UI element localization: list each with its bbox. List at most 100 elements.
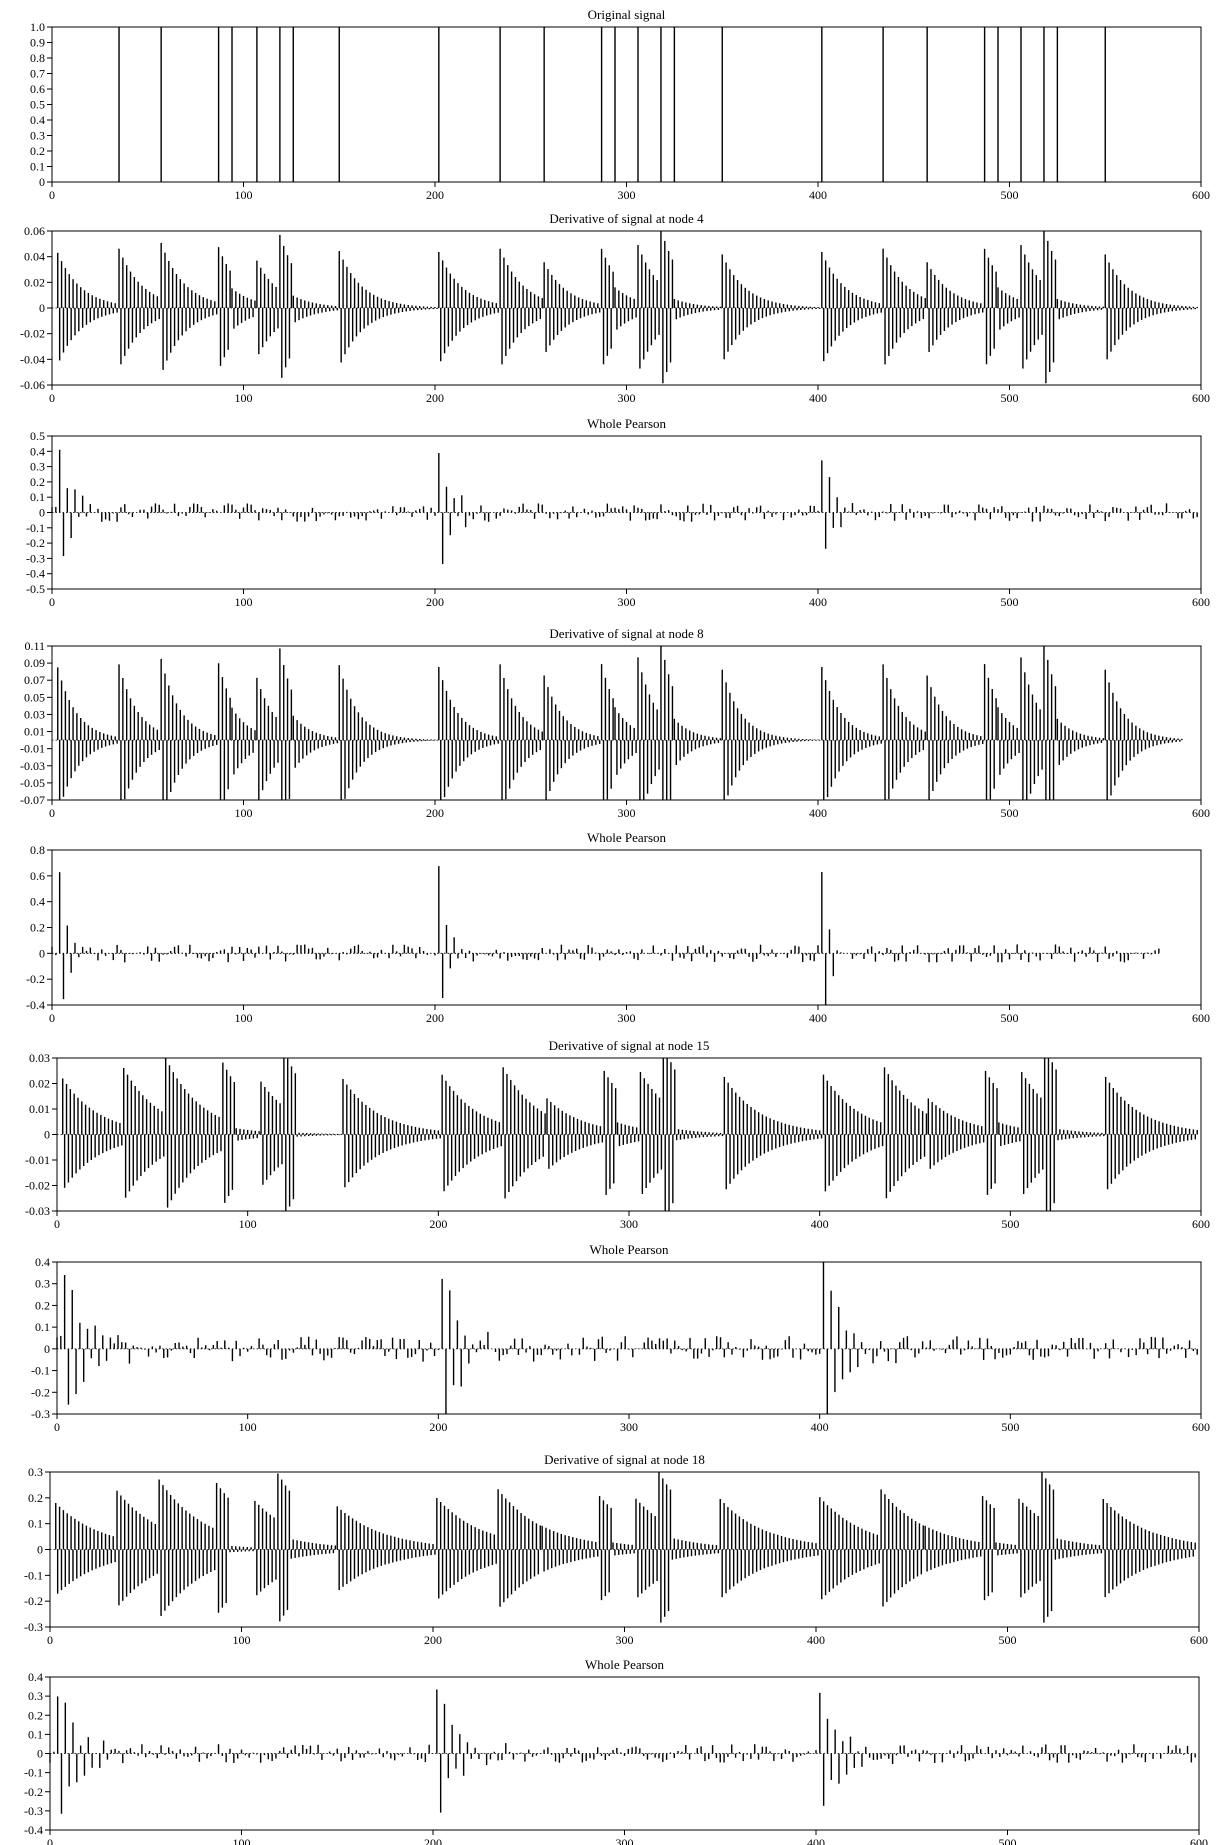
chart-title: Derivative of signal at node 18 <box>544 1452 705 1467</box>
x-tick-label: 0 <box>49 595 55 609</box>
y-tick-label: 0.9 <box>30 36 45 50</box>
x-tick-label: 600 <box>1192 188 1210 202</box>
x-tick-label: 100 <box>235 595 253 609</box>
x-tick-label: 400 <box>809 595 827 609</box>
y-tick-label: -0.4 <box>26 567 45 581</box>
y-tick-label: 0 <box>37 1543 43 1557</box>
y-tick-label: 0.11 <box>24 639 45 653</box>
y-tick-label: -0.04 <box>20 352 45 366</box>
x-tick-label: 200 <box>426 806 444 820</box>
y-tick-label: -0.2 <box>26 972 45 986</box>
plot-frame <box>51 26 1202 183</box>
x-tick-label: 200 <box>424 1633 442 1647</box>
y-tick-label: 0.3 <box>28 1689 43 1703</box>
bar-series <box>51 449 1198 565</box>
y-tick-label: -0.02 <box>25 1179 50 1193</box>
x-tick-label: 400 <box>807 1633 825 1647</box>
y-tick-label: -0.3 <box>24 1804 43 1818</box>
x-tick-label: 600 <box>1190 1836 1208 1845</box>
x-tick-label: 300 <box>618 188 636 202</box>
y-tick-label: -0.4 <box>26 998 45 1012</box>
y-tick-label: 0.8 <box>30 51 45 65</box>
x-tick-label: 100 <box>235 806 253 820</box>
chart-panel-6: Derivative of signal at node 15 0.03 0.02 0… <box>25 1038 1210 1231</box>
y-tick-label: 0 <box>39 301 45 315</box>
chart-panel-4: Derivative of signal at node 8 0.11 0.09 0.… <box>20 626 1210 820</box>
chart-panel-2: Derivative of signal at node 4 0.06 0.04 0.… <box>20 211 1210 405</box>
x-tick-label: 400 <box>811 1420 829 1434</box>
x-tick-label: 500 <box>999 1836 1017 1845</box>
bar-series <box>56 1262 1198 1414</box>
y-tick-label: 0 <box>39 175 45 189</box>
y-tick-label: -0.1 <box>24 1766 43 1780</box>
x-tick-label: 200 <box>426 595 444 609</box>
y-tick-label: 0.1 <box>28 1517 43 1531</box>
x-tick-label: 400 <box>809 1011 827 1025</box>
y-tick-label: -0.2 <box>26 536 45 550</box>
bar-series <box>51 866 1160 1005</box>
x-tick-label: 400 <box>809 188 827 202</box>
chart-title: Whole Pearson <box>589 1242 669 1257</box>
y-tick-label: 0.1 <box>30 160 45 174</box>
y-tick-label: 0.2 <box>35 1298 50 1312</box>
y-tick-label: 0.6 <box>30 82 45 96</box>
y-tick-label: 0.2 <box>28 1708 43 1722</box>
x-tick-label: 300 <box>620 1217 638 1231</box>
x-tick-label: 200 <box>426 188 444 202</box>
x-tick-label: 100 <box>233 1633 251 1647</box>
y-tick-label: 0.01 <box>24 725 45 739</box>
x-tick-label: 200 <box>429 1217 447 1231</box>
x-tick-label: 100 <box>235 1011 253 1025</box>
y-tick-label: -0.3 <box>24 1620 43 1634</box>
y-tick-label: 0.4 <box>28 1670 43 1684</box>
x-tick-label: 200 <box>424 1836 442 1845</box>
x-tick-label: 500 <box>1001 1217 1019 1231</box>
y-tick-label: -0.01 <box>25 1153 50 1167</box>
y-tick-label: 0.02 <box>29 1077 50 1091</box>
y-tick-label: 0.02 <box>24 275 45 289</box>
y-tick-label: -0.03 <box>25 1204 50 1218</box>
x-tick-label: 100 <box>239 1217 257 1231</box>
y-tick-label: 0.4 <box>35 1255 50 1269</box>
x-tick-label: 200 <box>429 1420 447 1434</box>
x-tick-label: 600 <box>1192 1011 1210 1025</box>
y-tick-label: 0.3 <box>35 1277 50 1291</box>
y-tick-label: 0.1 <box>30 490 45 504</box>
bar-series <box>55 1472 1196 1623</box>
y-tick-label: 0 <box>39 946 45 960</box>
y-tick-label: -0.05 <box>20 776 45 790</box>
chart-panel-3: Whole Pearson0.50.40.30.20.10-0.1-0.2-0.… <box>26 416 1210 609</box>
x-tick-label: 500 <box>1001 806 1019 820</box>
bar-series <box>57 646 1183 800</box>
y-tick-label: 0 <box>39 506 45 520</box>
y-tick-label: 0.2 <box>30 475 45 489</box>
x-tick-label: 100 <box>239 1420 257 1434</box>
plot-frame <box>56 1261 1202 1415</box>
y-tick-label: 1.0 <box>30 20 45 34</box>
x-tick-label: 200 <box>426 391 444 405</box>
x-tick-label: 600 <box>1192 595 1210 609</box>
y-tick-label: 0.1 <box>35 1320 50 1334</box>
bar-series <box>49 1689 1196 1814</box>
y-tick-label: -0.3 <box>26 551 45 565</box>
x-tick-label: 200 <box>426 1011 444 1025</box>
y-tick-label: -0.1 <box>24 1568 43 1582</box>
x-tick-label: 300 <box>618 391 636 405</box>
y-tick-label: -0.07 <box>20 793 45 807</box>
plot-frame <box>51 849 1202 1006</box>
y-tick-label: -0.2 <box>24 1785 43 1799</box>
x-tick-label: 400 <box>809 391 827 405</box>
bar-series <box>118 27 1106 182</box>
y-tick-label: -0.5 <box>26 582 45 596</box>
y-tick-label: 0.4 <box>30 113 45 127</box>
y-tick-label: -0.3 <box>31 1407 50 1421</box>
x-tick-label: 600 <box>1192 391 1210 405</box>
x-tick-label: 600 <box>1192 806 1210 820</box>
chart-title: Whole Pearson <box>587 830 667 845</box>
y-tick-label: 0.07 <box>24 673 45 687</box>
y-tick-label: 0 <box>37 1747 43 1761</box>
y-tick-label: 0.3 <box>30 129 45 143</box>
x-tick-label: 0 <box>47 1633 53 1647</box>
y-tick-label: -0.1 <box>31 1364 50 1378</box>
x-tick-label: 400 <box>807 1836 825 1845</box>
